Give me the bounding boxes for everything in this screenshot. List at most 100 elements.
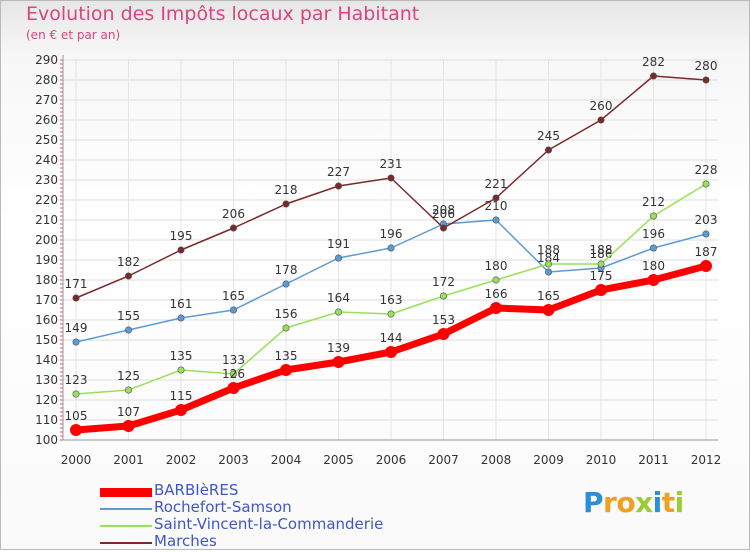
x-tick-label: 2012 [691, 453, 722, 467]
logo-letter: P [583, 486, 604, 519]
data-point [177, 366, 185, 374]
data-point [385, 346, 397, 358]
data-point [334, 182, 342, 190]
data-label: 186 [590, 247, 613, 261]
x-tick-label: 2006 [376, 453, 407, 467]
data-label: 182 [117, 255, 140, 269]
legend-label: Saint-Vincent-la-Commanderie [154, 515, 384, 533]
data-point [72, 390, 80, 398]
data-point [597, 116, 605, 124]
data-label: 218 [275, 183, 298, 197]
data-point [542, 304, 555, 316]
data-point [490, 302, 502, 314]
y-tick-label: 250 [35, 133, 58, 147]
y-tick-label: 220 [35, 193, 58, 207]
data-label: 123 [65, 373, 88, 387]
data-label: 175 [590, 269, 613, 283]
data-point [647, 274, 660, 286]
data-point [544, 146, 552, 154]
data-point [122, 420, 135, 432]
x-tick-label: 2007 [428, 453, 459, 467]
data-label: 221 [485, 177, 508, 191]
data-label: 188 [537, 243, 560, 257]
data-point [597, 260, 605, 268]
data-label: 206 [432, 207, 455, 221]
data-label: 115 [170, 389, 193, 403]
legend-label: Marches [154, 532, 217, 550]
y-tick-label: 130 [35, 373, 58, 387]
proxiti-logo: Proxiti [583, 486, 684, 519]
chart-subtitle: (en € et par an) [26, 28, 121, 42]
data-label: 155 [117, 309, 140, 323]
data-point [334, 254, 342, 262]
legend-label: Rochefort-Samson [154, 498, 292, 516]
data-label: 165 [537, 289, 560, 303]
x-tick-label: 2008 [481, 453, 512, 467]
x-tick-label: 2009 [533, 453, 564, 467]
data-point [492, 194, 500, 202]
data-label: 227 [327, 165, 350, 179]
data-point [649, 212, 657, 220]
y-tick-label: 180 [35, 273, 58, 287]
data-label: 107 [117, 405, 140, 419]
data-label: 180 [485, 259, 508, 273]
x-tick-label: 2002 [166, 453, 197, 467]
legend-swatch [100, 525, 152, 527]
data-label: 245 [537, 129, 560, 143]
data-label: 206 [222, 207, 245, 221]
data-point [125, 326, 133, 334]
data-label: 166 [485, 287, 508, 301]
data-point [387, 310, 395, 318]
data-point [72, 294, 80, 302]
data-label: 135 [275, 349, 298, 363]
data-point [282, 280, 290, 288]
data-point [177, 314, 185, 322]
data-point [282, 200, 290, 208]
y-tick-label: 150 [35, 333, 58, 347]
y-tick-label: 280 [35, 73, 58, 87]
y-tick-label: 260 [35, 113, 58, 127]
data-label: 171 [65, 277, 88, 291]
data-label: 184 [537, 251, 560, 265]
y-tick-label: 240 [35, 153, 58, 167]
data-point [70, 424, 82, 436]
logo-letter: r [603, 486, 617, 519]
y-tick-label: 210 [35, 213, 58, 227]
data-label: 135 [170, 349, 193, 363]
logo-letter: x [635, 486, 653, 519]
data-point [702, 230, 710, 238]
data-point [649, 72, 657, 80]
data-label: 208 [432, 203, 455, 217]
data-label: 139 [327, 341, 350, 355]
data-label: 178 [275, 263, 298, 277]
data-label: 164 [327, 291, 350, 305]
data-label: 172 [432, 275, 455, 289]
data-point [230, 370, 238, 378]
y-tick-label: 200 [35, 233, 58, 247]
y-tick-label: 140 [35, 353, 58, 367]
y-tick-label: 160 [35, 313, 58, 327]
data-point [595, 284, 607, 296]
data-point [649, 244, 657, 252]
logo-letter: i [652, 486, 663, 519]
data-point [439, 292, 447, 300]
data-label: 191 [327, 237, 350, 251]
data-point [387, 244, 395, 252]
data-point [72, 338, 80, 346]
data-point [437, 328, 450, 340]
data-point [492, 276, 500, 284]
data-label: 280 [695, 59, 718, 73]
data-point [227, 382, 240, 394]
data-point [282, 324, 290, 332]
data-label: 228 [695, 163, 718, 177]
y-tick-label: 120 [35, 393, 58, 407]
data-label: 260 [590, 99, 613, 113]
y-tick-label: 290 [35, 53, 58, 67]
logo-letter: t [661, 486, 675, 519]
data-label: 231 [380, 157, 403, 171]
data-point [230, 306, 238, 314]
data-point [334, 308, 342, 316]
legend-swatch [100, 508, 152, 510]
